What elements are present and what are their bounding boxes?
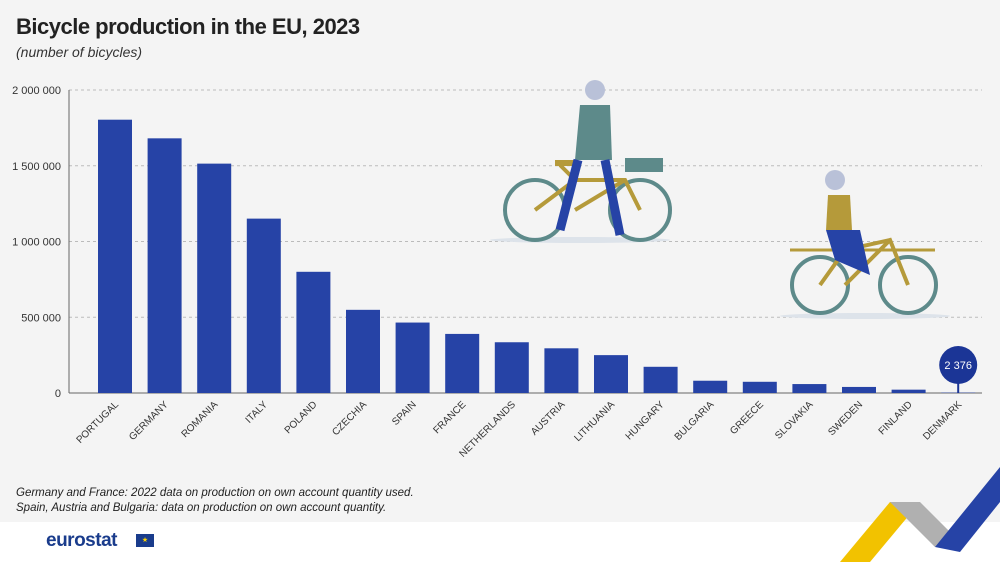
x-tick-label: SLOVAKIA <box>773 399 815 441</box>
x-tick-label: SWEDEN <box>826 399 865 438</box>
illustration-woman-riding-bicycle <box>780 170 950 319</box>
bar-germany <box>147 138 182 393</box>
x-tick-label: POLAND <box>283 399 320 436</box>
x-tick-label: GREECE <box>728 399 766 437</box>
bar-italy <box>246 218 281 393</box>
y-tick-label: 1 000 000 <box>12 237 61 249</box>
x-tick-label: DENMARK <box>921 399 964 442</box>
bar-slovakia <box>792 384 827 393</box>
chart-subtitle: (number of bicycles) <box>16 44 143 60</box>
x-tick-label: LITHUANIA <box>572 399 617 444</box>
annotation-bubble <box>939 346 978 384</box>
bar-czechia <box>346 309 380 393</box>
y-tick-label: 1 500 000 <box>12 161 61 173</box>
bar-portugal <box>98 119 132 393</box>
chart-title: Bicycle production in the EU, 2023 <box>16 14 360 39</box>
x-tick-label: ROMANIA <box>180 399 221 440</box>
y-tick-label: 500 000 <box>21 312 61 324</box>
bar-poland <box>296 271 331 393</box>
x-tick-label: PORTUGAL <box>75 399 122 446</box>
footnotes: Germany and France: 2022 data on product… <box>16 486 414 516</box>
bar-finland <box>891 389 926 393</box>
x-tick-label: SPAIN <box>390 399 418 427</box>
bar-lithuania <box>594 355 628 393</box>
bar-netherlands <box>494 342 529 393</box>
footnote: Spain, Austria and Bulgaria: data on pro… <box>16 502 387 514</box>
bar-sweden <box>842 386 876 393</box>
bar-austria <box>544 348 579 393</box>
eurostat-logo: eurostat <box>46 530 117 551</box>
x-tick-label: AUSTRIA <box>529 399 568 438</box>
bar-romania <box>197 163 232 393</box>
bar-chart: 0 500 000 1 000 000 1 500 000 2 000 000 PORTU… <box>12 80 982 460</box>
x-tick-label: GERMANY <box>127 399 171 443</box>
decorative-chevrons <box>840 467 1000 562</box>
x-tick-label: FRANCE <box>431 399 468 436</box>
y-tick-label: 0 <box>55 388 61 400</box>
x-tick-label: HUNGARY <box>624 399 667 442</box>
x-tick-label: ITALY <box>244 399 271 426</box>
y-tick-label: 2 000 000 <box>12 85 61 97</box>
bar-greece <box>742 381 777 393</box>
illustration-woman-walking-bicycle <box>490 80 672 243</box>
bar-france <box>445 333 480 393</box>
bar-bulgaria <box>693 380 728 393</box>
eu-flag-icon: ★ <box>136 534 154 547</box>
footnote: Germany and France: 2022 data on product… <box>16 487 414 499</box>
bar-spain <box>395 322 430 393</box>
bar-hungary <box>643 366 678 393</box>
annotation-label: 2 376 <box>944 360 972 372</box>
footer <box>0 522 1000 562</box>
x-tick-label: FINLAND <box>877 399 915 437</box>
x-tick-label: BULGARIA <box>673 399 717 443</box>
x-tick-label: CZECHIA <box>330 399 369 438</box>
